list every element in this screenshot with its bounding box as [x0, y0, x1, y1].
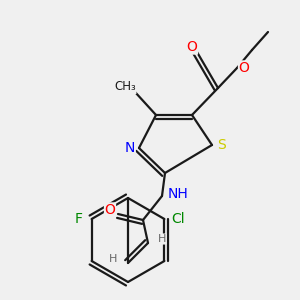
Text: O: O — [105, 203, 116, 217]
Text: S: S — [217, 138, 225, 152]
Text: H: H — [158, 234, 166, 244]
Text: CH₃: CH₃ — [114, 80, 136, 94]
Text: NH: NH — [168, 187, 188, 201]
Text: F: F — [75, 212, 83, 226]
Text: O: O — [187, 40, 197, 54]
Text: N: N — [125, 141, 135, 155]
Text: O: O — [238, 61, 249, 75]
Text: H: H — [109, 254, 117, 264]
Text: Cl: Cl — [172, 212, 185, 226]
